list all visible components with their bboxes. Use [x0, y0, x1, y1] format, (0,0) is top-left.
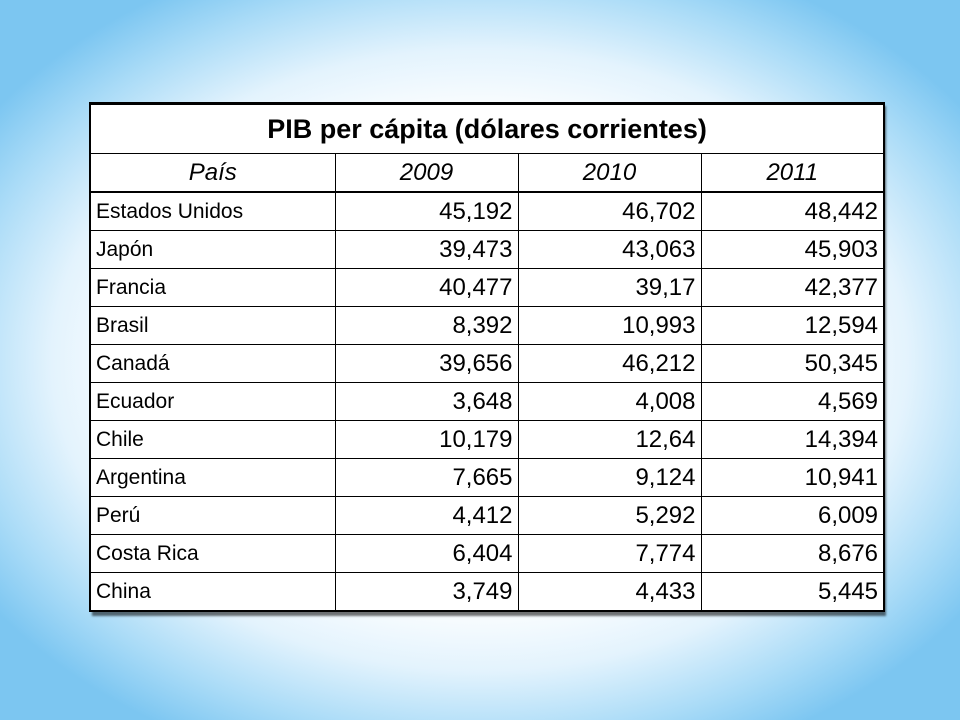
value-cell-2009: 45,192: [334, 191, 519, 231]
value-cell-2011: 4,569: [700, 382, 886, 421]
value-cell-2009: 3,749: [334, 572, 519, 612]
table-row: Francia 40,477 39,17 42,377: [89, 268, 886, 307]
value-cell-2010: 12,64: [517, 420, 702, 459]
value-cell-2011: 8,676: [700, 534, 886, 573]
table-row: China 3,749 4,433 5,445: [89, 572, 886, 612]
value-cell-2010: 4,008: [517, 382, 702, 421]
value-cell-2011: 14,394: [700, 420, 886, 459]
table-header-row: País 2009 2010 2011: [89, 153, 886, 193]
value-cell-2010: 39,17: [517, 268, 702, 307]
table-row: Costa Rica 6,404 7,774 8,676: [89, 534, 886, 573]
table-row: Brasil 8,392 10,993 12,594: [89, 306, 886, 345]
value-cell-2010: 9,124: [517, 458, 702, 497]
value-cell-2010: 7,774: [517, 534, 702, 573]
country-cell: Brasil: [89, 306, 336, 345]
value-cell-2011: 6,009: [700, 496, 886, 535]
table-row: Ecuador 3,648 4,008 4,569: [89, 382, 886, 421]
value-cell-2009: 10,179: [334, 420, 519, 459]
column-header-country: País: [89, 153, 336, 193]
value-cell-2011: 50,345: [700, 344, 886, 383]
value-cell-2010: 5,292: [517, 496, 702, 535]
value-cell-2009: 8,392: [334, 306, 519, 345]
value-cell-2009: 3,648: [334, 382, 519, 421]
value-cell-2010: 46,212: [517, 344, 702, 383]
country-cell: Estados Unidos: [89, 191, 336, 231]
gdp-table-container: PIB per cápita (dólares corrientes) País…: [88, 102, 886, 612]
country-cell: Ecuador: [89, 382, 336, 421]
value-cell-2011: 5,445: [700, 572, 886, 612]
table-row: Argentina 7,665 9,124 10,941: [89, 458, 886, 497]
table-title: PIB per cápita (dólares corrientes): [88, 102, 886, 154]
table-row: Perú 4,412 5,292 6,009: [89, 496, 886, 535]
table-row: Chile 10,179 12,64 14,394: [89, 420, 886, 459]
value-cell-2010: 46,702: [517, 191, 702, 231]
value-cell-2009: 4,412: [334, 496, 519, 535]
value-cell-2011: 42,377: [700, 268, 886, 307]
value-cell-2011: 10,941: [700, 458, 886, 497]
value-cell-2009: 39,656: [334, 344, 519, 383]
value-cell-2009: 40,477: [334, 268, 519, 307]
country-cell: Francia: [89, 268, 336, 307]
value-cell-2009: 39,473: [334, 230, 519, 269]
table-body: Estados Unidos 45,192 46,702 48,442 Japón 39,…: [89, 191, 886, 612]
country-cell: Japón: [89, 230, 336, 269]
table-row: Japón 39,473 43,063 45,903: [89, 230, 886, 269]
country-cell: Costa Rica: [89, 534, 336, 573]
table-title-row: PIB per cápita (dólares corrientes): [88, 102, 886, 154]
value-cell-2011: 45,903: [700, 230, 886, 269]
gdp-per-capita-table: PIB per cápita (dólares corrientes) País…: [88, 102, 886, 612]
country-cell: China: [89, 572, 336, 612]
table-row: Canadá 39,656 46,212 50,345: [89, 344, 886, 383]
value-cell-2009: 6,404: [334, 534, 519, 573]
value-cell-2010: 43,063: [517, 230, 702, 269]
country-cell: Chile: [89, 420, 336, 459]
column-header-2011: 2011: [700, 153, 886, 193]
column-header-2010: 2010: [517, 153, 702, 193]
column-header-2009: 2009: [334, 153, 519, 193]
country-cell: Perú: [89, 496, 336, 535]
value-cell-2009: 7,665: [334, 458, 519, 497]
country-cell: Argentina: [89, 458, 336, 497]
country-cell: Canadá: [89, 344, 336, 383]
value-cell-2011: 48,442: [700, 191, 886, 231]
table-row: Estados Unidos 45,192 46,702 48,442: [89, 191, 886, 231]
value-cell-2010: 4,433: [517, 572, 702, 612]
value-cell-2010: 10,993: [517, 306, 702, 345]
value-cell-2011: 12,594: [700, 306, 886, 345]
